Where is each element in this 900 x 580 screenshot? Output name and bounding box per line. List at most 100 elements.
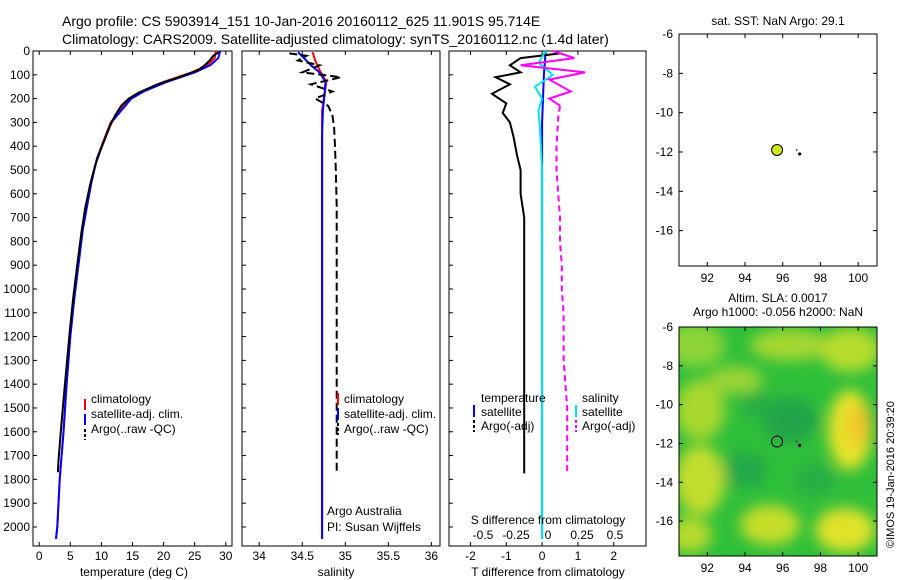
legend-label-satellite: satellite-adj. clim. [91, 407, 183, 421]
y-tick-label: -6 [662, 27, 673, 41]
header-line-2: Climatology: CARS2009. Satellite-adjuste… [62, 31, 609, 47]
sla-map-title-line-2: Argo h1000: -0.056 h2000: NaN [693, 305, 863, 319]
y-tick-label: 700 [10, 211, 30, 225]
y-tick-label: 1500 [3, 401, 30, 415]
sla-heatmap-field [679, 327, 877, 556]
y-tick-label: -6 [662, 320, 673, 334]
x-tick-label: 98 [814, 271, 828, 285]
legend-label-t-satellite: satellite [481, 405, 522, 419]
series-s-satellite [533, 50, 555, 539]
x-tick-label: 0 [36, 549, 43, 563]
x-tick-label: 34.5 [291, 549, 315, 563]
legend-label-t-argo: Argo(-adj) [481, 419, 534, 433]
x-tick-label: 5 [67, 549, 74, 563]
salinity-xlabel: salinity [318, 565, 355, 579]
track-point [795, 149, 798, 151]
series-satellite-adj-clim [55, 50, 222, 540]
y-tick-label: 900 [10, 258, 30, 272]
header-line-1: Argo profile: CS 5903914_151 10-Jan-2016… [62, 13, 540, 29]
sst-map: sat. SST: NaN Argo: 29.1 92 94 96 98 100 -6 -8… [656, 14, 878, 285]
series-argo-raw-qc [289, 52, 342, 473]
y-tick-label: 400 [10, 139, 30, 153]
y-tick-label: -12 [656, 436, 674, 450]
series-argo-raw-qc [56, 51, 220, 473]
x-tick-label: 35 [339, 549, 353, 563]
y-tick-label: 600 [10, 187, 30, 201]
x-tick-label: 30 [219, 549, 233, 563]
difference-legend: temperature satellite Argo(-adj) salinit… [473, 391, 635, 433]
legend-label-s-argo: Argo(-adj) [582, 419, 635, 433]
series-t-argo-adj [490, 52, 561, 474]
x-tick-label: 1 [575, 549, 582, 563]
y-tick-label: -8 [662, 66, 673, 80]
sla-map-frame [678, 326, 878, 557]
y-tick-label: -14 [656, 475, 674, 489]
legend-label-satellite: satellite-adj. clim. [344, 407, 436, 421]
annotation-argo-australia: Argo Australia [327, 504, 402, 518]
x-tick-label: 35.5 [377, 549, 401, 563]
series-s-argo-adj-dashed [555, 105, 569, 473]
x-tick-label: 25 [188, 549, 202, 563]
y-tick-label: 1100 [4, 306, 30, 320]
series-s-argo-adj [520, 50, 586, 107]
legend-title-temperature: temperature [481, 391, 546, 405]
y-tick-label: 2000 [3, 520, 30, 534]
x-tick-label: 15 [126, 549, 140, 563]
legend-label-s-satellite: satellite [582, 405, 623, 419]
x-tick-label: 20 [157, 549, 171, 563]
x-tick-label: 96 [776, 271, 790, 285]
y-tick-label: 1400 [3, 377, 30, 391]
y-tick-label: 200 [10, 92, 30, 106]
t-difference-xlabel: T difference from climatology [471, 565, 625, 579]
track-point [798, 152, 802, 156]
series-climatology [311, 51, 328, 539]
y-tick-label: 1300 [3, 353, 30, 367]
x-tick-label: 98 [814, 561, 828, 575]
y-tick-label: -8 [662, 359, 673, 373]
y-tick-label: 1000 [3, 282, 30, 296]
annotation-pi: PI: Susan Wijffels [327, 520, 421, 534]
x-tick-label: -1 [501, 549, 512, 563]
track-point [795, 440, 798, 443]
imos-watermark: ©IMOS 19-Jan-2016 20:39:20 [885, 401, 897, 548]
y-tick-label: 1900 [3, 496, 30, 510]
s-tick-label: 0 [545, 528, 552, 542]
x-tick-label: 2 [610, 549, 617, 563]
y-tick-label: 300 [10, 115, 30, 129]
y-tick-label: 1200 [3, 330, 30, 344]
sla-map: Altim. SLA: 0.0017 Argo h1000: -0.056 h2… [656, 291, 878, 575]
salinity-legend: climatology satellite-adj. clim. Argo(..… [337, 392, 436, 436]
y-tick-label: 0 [23, 44, 30, 58]
series-climatology [55, 50, 217, 540]
s-top-tick-labels: -0.5 -0.25 0 0.25 0.5 [473, 528, 624, 542]
sst-map-title: sat. SST: NaN Argo: 29.1 [711, 14, 845, 28]
legend-title-salinity: salinity [582, 391, 619, 405]
x-tick-label: 100 [848, 271, 868, 285]
temperature-panel: 0 5 10 15 20 25 300100200300400500600700800900… [3, 44, 232, 579]
y-tick-label: -10 [656, 106, 674, 120]
difference-panel: -2 -1 0 1 2 S difference from climatology -0… [448, 50, 647, 579]
y-tick-label: 500 [10, 163, 30, 177]
sla-map-title-line-1: Altim. SLA: 0.0017 [728, 291, 828, 305]
s-tick-label: -0.5 [473, 528, 494, 542]
x-tick-label: 92 [701, 271, 715, 285]
x-tick-label: -2 [465, 549, 476, 563]
s-tick-label: 0.5 [607, 528, 624, 542]
x-tick-label: 94 [738, 561, 752, 575]
x-tick-label: 10 [95, 549, 109, 563]
track-point [798, 443, 802, 447]
y-tick-label: -10 [656, 398, 674, 412]
y-tick-label: -14 [656, 184, 674, 198]
s-difference-label: S difference from climatology [471, 513, 626, 527]
y-tick-label: -12 [656, 145, 674, 159]
x-tick-label: 96 [776, 561, 790, 575]
legend-label-argo: Argo(..raw -QC) [344, 422, 429, 436]
x-tick-label: 0 [539, 549, 546, 563]
y-tick-label: 100 [10, 68, 30, 82]
x-tick-label: 100 [848, 561, 868, 575]
y-tick-label: 1600 [3, 425, 30, 439]
y-tick-label: -16 [656, 514, 674, 528]
x-tick-label: 92 [701, 561, 715, 575]
salinity-panel: 34 34.5 35 35.5 36 salinity climatology sate… [241, 50, 441, 579]
